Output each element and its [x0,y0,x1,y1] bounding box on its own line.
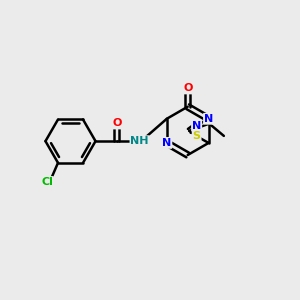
Text: O: O [183,83,192,94]
Text: N: N [162,138,171,148]
Text: H: H [135,136,144,146]
Text: Cl: Cl [41,177,53,187]
Text: O: O [112,118,122,128]
Text: N: N [204,114,213,124]
Text: N: N [192,121,201,130]
Text: NH: NH [130,136,149,146]
Text: S: S [193,131,201,141]
